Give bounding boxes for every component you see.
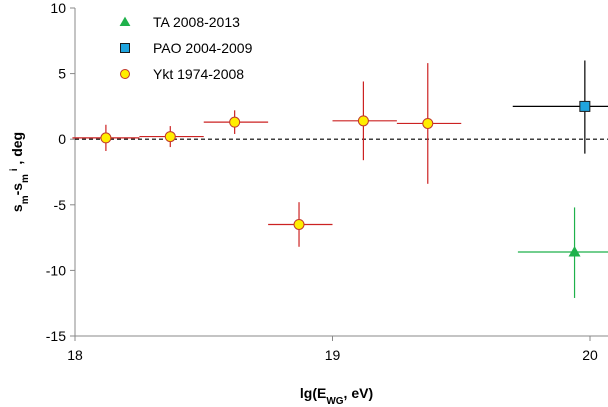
y-axis-title: sm-sm i , deg bbox=[9, 132, 31, 212]
plot-marks bbox=[72, 60, 608, 298]
data-point-circle bbox=[357, 115, 369, 127]
y-tick-label: 5 bbox=[58, 66, 66, 82]
data-point-square bbox=[579, 100, 591, 112]
data-point-circle bbox=[422, 117, 434, 129]
data-point-triangle bbox=[568, 246, 581, 257]
data-point-square bbox=[120, 43, 130, 53]
y-tick-label: 0 bbox=[58, 131, 66, 147]
legend-label: TA 2008-2013 bbox=[153, 14, 240, 30]
series-circle bbox=[72, 63, 462, 247]
legend: TA 2008-2013 PAO 2004-2009 Ykt 1974-2008 bbox=[119, 14, 253, 82]
x-tick-label: 19 bbox=[325, 347, 341, 363]
data-point-triangle bbox=[119, 16, 131, 27]
data-point-circle bbox=[293, 218, 305, 230]
data-point-circle bbox=[120, 69, 130, 79]
y-tick-label: 10 bbox=[50, 0, 66, 16]
y-tick-label: -5 bbox=[54, 197, 67, 213]
data-point-circle bbox=[229, 116, 241, 128]
legend-label: Ykt 1974-2008 bbox=[153, 66, 244, 82]
x-tick-label: 20 bbox=[582, 347, 598, 363]
x-tick-label: 18 bbox=[67, 347, 83, 363]
data-point-circle bbox=[164, 131, 176, 143]
legend-label: PAO 2004-2009 bbox=[153, 40, 253, 56]
series-triangle bbox=[517, 207, 608, 298]
x-axis-title: lg(EWG, eV) bbox=[300, 385, 373, 407]
data-point-circle bbox=[100, 132, 112, 144]
y-tick-label: -10 bbox=[46, 262, 66, 278]
y-tick-label: -15 bbox=[46, 328, 66, 344]
series-square bbox=[512, 60, 608, 154]
